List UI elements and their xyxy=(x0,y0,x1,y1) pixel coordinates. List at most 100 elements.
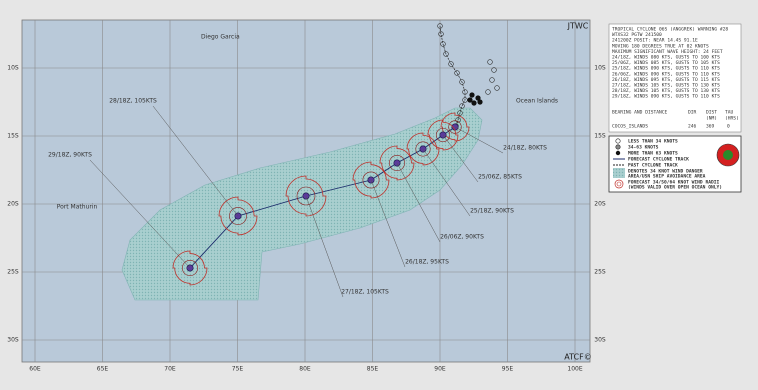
forecast-label: 25/06Z, 85KTS xyxy=(478,174,522,181)
info-line: 24/18Z, WINDS 080 KTS, GUSTS TO 100 KTS xyxy=(612,55,720,61)
leader-line xyxy=(454,126,504,154)
legend-label: DENOTES 34 KNOT WIND DANGER xyxy=(628,169,703,175)
wind-radii-34 xyxy=(440,112,470,142)
legend-label: AREA/USN SHIP AVOIDANCE AREA xyxy=(628,174,706,180)
wind-radii-64 xyxy=(182,260,198,276)
leader-line xyxy=(396,162,441,243)
forecast-label: 26/06Z, 90KTS xyxy=(440,234,484,241)
past-position-strong xyxy=(471,100,477,106)
wind-radii-34 xyxy=(285,175,327,217)
bearing-header: BEARING AND DISTANCE xyxy=(612,110,668,116)
lon-label: 85E xyxy=(367,366,379,373)
legend-label: FORECAST CYCLONE TRACK xyxy=(628,157,689,163)
wind-radii-64 xyxy=(362,171,380,189)
info-text: TROPICAL CYCLONE 06S (ANGGREK) WARNING #… xyxy=(612,27,739,130)
wind-radii-34 xyxy=(352,161,390,199)
info-line: 28/18Z, WINDS 105 KTS, GUSTS TO 130 KTS xyxy=(612,88,720,94)
past-position xyxy=(459,103,465,109)
forecast-label: 25/18Z, 90KTS xyxy=(470,208,514,215)
past-position xyxy=(443,51,449,57)
past-position xyxy=(462,89,468,95)
past-position xyxy=(438,31,444,37)
forecast-label: 24/18Z, 80KTS xyxy=(503,145,547,152)
wind-radii-64 xyxy=(389,155,405,171)
legend-symbol xyxy=(615,150,621,156)
past-position xyxy=(448,61,454,67)
agency-emblem-center xyxy=(723,150,733,160)
place-label: Port Mathurin xyxy=(57,204,98,211)
leader-line xyxy=(442,134,479,183)
lat-label: 15S xyxy=(594,133,606,140)
past-position xyxy=(440,41,446,47)
past-position-strong xyxy=(475,95,481,101)
lon-label: 65E xyxy=(97,366,109,373)
info-line: TROPICAL CYCLONE 06S (ANGGREK) WARNING #… xyxy=(612,27,728,33)
past-position xyxy=(487,59,493,65)
past-position xyxy=(455,117,461,123)
info-line: WTXS32 PGTW 241500 xyxy=(612,32,662,38)
leader-line xyxy=(422,148,471,217)
bearing-unit: (NM) xyxy=(706,116,717,122)
wind-radii-34 xyxy=(218,196,258,236)
legend-symbol xyxy=(616,181,622,187)
info-line: 25/18Z, WINDS 090 KTS, GUSTS TO 110 KTS xyxy=(612,66,720,72)
past-position xyxy=(491,67,497,73)
lat-label: 25S xyxy=(7,269,19,276)
lat-label: 15S xyxy=(7,133,19,140)
credit: ATCF© xyxy=(564,353,591,362)
wind-radii-34 xyxy=(172,250,208,286)
past-position xyxy=(457,110,463,116)
bearing-unit: (HRS) xyxy=(725,116,739,122)
legend-symbol xyxy=(615,144,621,150)
legend-label: LESS THAN 34 KNOTS xyxy=(628,139,678,145)
place-label: Diego Garcia xyxy=(201,34,240,41)
bearing-cell: 0 xyxy=(727,124,730,130)
lat-label: 30S xyxy=(594,337,606,344)
lat-label: 20S xyxy=(594,201,606,208)
forecast-label: 26/18Z, 95KTS xyxy=(405,259,449,266)
past-position xyxy=(437,23,443,29)
past-position xyxy=(462,97,468,103)
info-line: 26/18Z, WINDS 095 KTS, GUSTS TO 115 KTS xyxy=(612,77,720,83)
legend-label: FORECAST 34/50/64 KNOT WIND RADII xyxy=(628,180,720,186)
lon-label: 60E xyxy=(29,366,41,373)
lon-label: 75E xyxy=(232,366,244,373)
bearing-column: DIR xyxy=(688,110,697,116)
bearing-column: TAU xyxy=(725,110,734,116)
lat-label: 10S xyxy=(7,65,19,72)
lat-label: 10S xyxy=(594,65,606,72)
lon-label: 70E xyxy=(164,366,176,373)
wind-radii-64 xyxy=(296,186,316,206)
bearing-cell: 369 xyxy=(706,124,715,130)
info-line: 26/06Z, WINDS 090 KTS, GUSTS TO 110 KTS xyxy=(612,71,720,77)
lat-label: 30S xyxy=(7,337,19,344)
lon-label: 90E xyxy=(434,366,446,373)
bearing-cell: 246 xyxy=(688,124,697,130)
legend-label: 34-63 KNOTS xyxy=(628,145,659,151)
graticule: 60E 65E 70E 75E 80E 85E 90E 95E 100E 10S 10S 15S 15S… xyxy=(7,20,606,373)
lat-label: 25S xyxy=(594,269,606,276)
legend-box xyxy=(608,135,742,193)
bearing-cell: COCOS_ISLANDS xyxy=(612,124,648,130)
wind-radii-64 xyxy=(448,120,462,134)
lat-label: 20S xyxy=(7,201,19,208)
agency: JTWC xyxy=(567,22,589,31)
leader-line xyxy=(305,195,344,298)
past-position xyxy=(494,85,500,91)
past-position xyxy=(485,89,491,95)
wind-radii-64 xyxy=(435,127,451,143)
past-position-strong xyxy=(469,92,475,98)
forecast-label: 27/18Z, 105KTS xyxy=(341,289,389,296)
bearing-column: DIST xyxy=(706,110,717,116)
info-line: 27/18Z, WINDS 105 KTS, GUSTS TO 130 KTS xyxy=(612,83,720,89)
info-line: MOVING 180 DEGREES TRUE AT 02 KNOTS xyxy=(612,43,709,49)
info-line: 241200Z POSIT: NEAR 14.4S 91.1E xyxy=(612,38,698,44)
legend-symbol xyxy=(615,138,621,144)
place-label: Ocean Islands xyxy=(516,98,558,105)
leader-line xyxy=(370,179,406,268)
legend-label: MORE THAN 63 KNOTS xyxy=(628,151,678,157)
leader-line xyxy=(89,159,191,269)
legend-label: (WINDS VALID OVER OPEN OCEAN ONLY) xyxy=(628,185,722,191)
